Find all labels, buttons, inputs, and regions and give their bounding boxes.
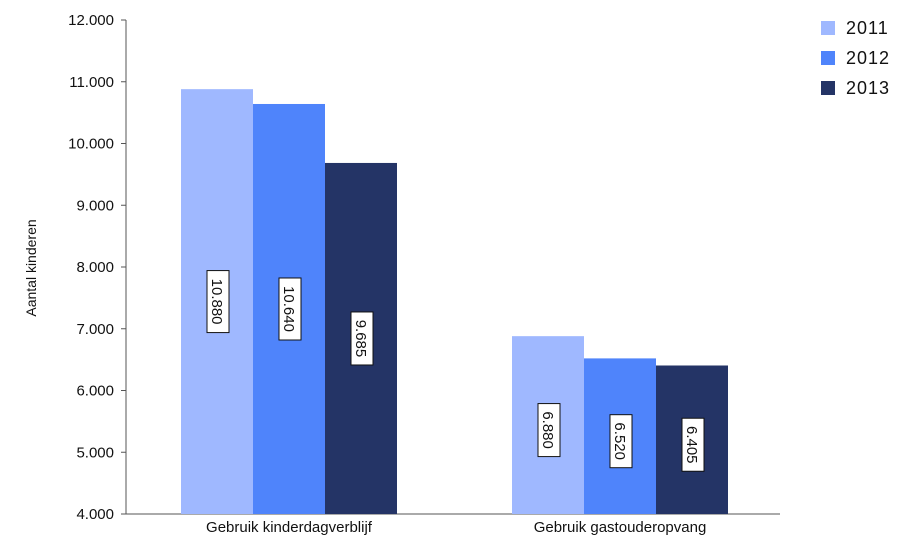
- y-axis-ticks: 4.000 5.000 6.000 7.000 8.000 9.000 10.000 11.0…: [68, 12, 126, 523]
- y-tick-label: 12.000: [68, 12, 114, 29]
- bars: 10.880 10.640 9.685 6.880 6.520 6.405: [181, 89, 728, 515]
- data-label: 9.685: [352, 320, 369, 358]
- legend-label-2011: 2011: [846, 18, 889, 38]
- data-label: 10.880: [208, 279, 225, 325]
- data-label-group: 9.685: [350, 311, 374, 366]
- data-label-box: [206, 270, 230, 334]
- legend-label-2012: 2012: [846, 48, 890, 68]
- data-label-box: [350, 311, 374, 366]
- data-label: 6.520: [611, 422, 628, 460]
- data-label: 6.880: [539, 411, 556, 449]
- data-label-group: 10.640: [278, 277, 302, 341]
- y-tick-label: 11.000: [69, 74, 114, 91]
- legend-swatch-2011: [821, 21, 835, 35]
- x-category-label: Gebruik gastouderopvang: [534, 519, 707, 536]
- data-label-group: 6.405: [681, 417, 705, 472]
- data-label-box: [537, 403, 561, 458]
- data-label-group: 10.880: [206, 270, 230, 334]
- y-tick-label: 8.000: [76, 259, 114, 276]
- y-tick-label: 6.000: [76, 383, 114, 400]
- y-tick-label: 9.000: [76, 197, 114, 214]
- data-label-box: [278, 277, 302, 341]
- legend: 2011 2012 2013: [821, 18, 890, 98]
- category-labels: Gebruik kinderdagverblijf Gebruik gastoud…: [206, 519, 706, 536]
- data-label-group: 6.520: [609, 414, 633, 469]
- y-tick-label: 7.000: [76, 321, 114, 338]
- y-tick-label: 10.000: [68, 136, 114, 153]
- data-label-group: 6.880: [537, 403, 561, 458]
- legend-swatch-2013: [821, 81, 835, 95]
- legend-swatch-2012: [821, 51, 835, 65]
- y-tick-label: 4.000: [76, 506, 114, 523]
- legend-label-2013: 2013: [846, 78, 890, 98]
- data-label-box: [681, 417, 705, 472]
- data-label: 10.640: [280, 286, 297, 332]
- data-label-box: [609, 414, 633, 469]
- y-axis-title: Aantal kinderen: [23, 219, 39, 316]
- y-tick-label: 5.000: [76, 444, 114, 461]
- data-label: 6.405: [683, 426, 700, 464]
- x-category-label: Gebruik kinderdagverblijf: [206, 519, 373, 536]
